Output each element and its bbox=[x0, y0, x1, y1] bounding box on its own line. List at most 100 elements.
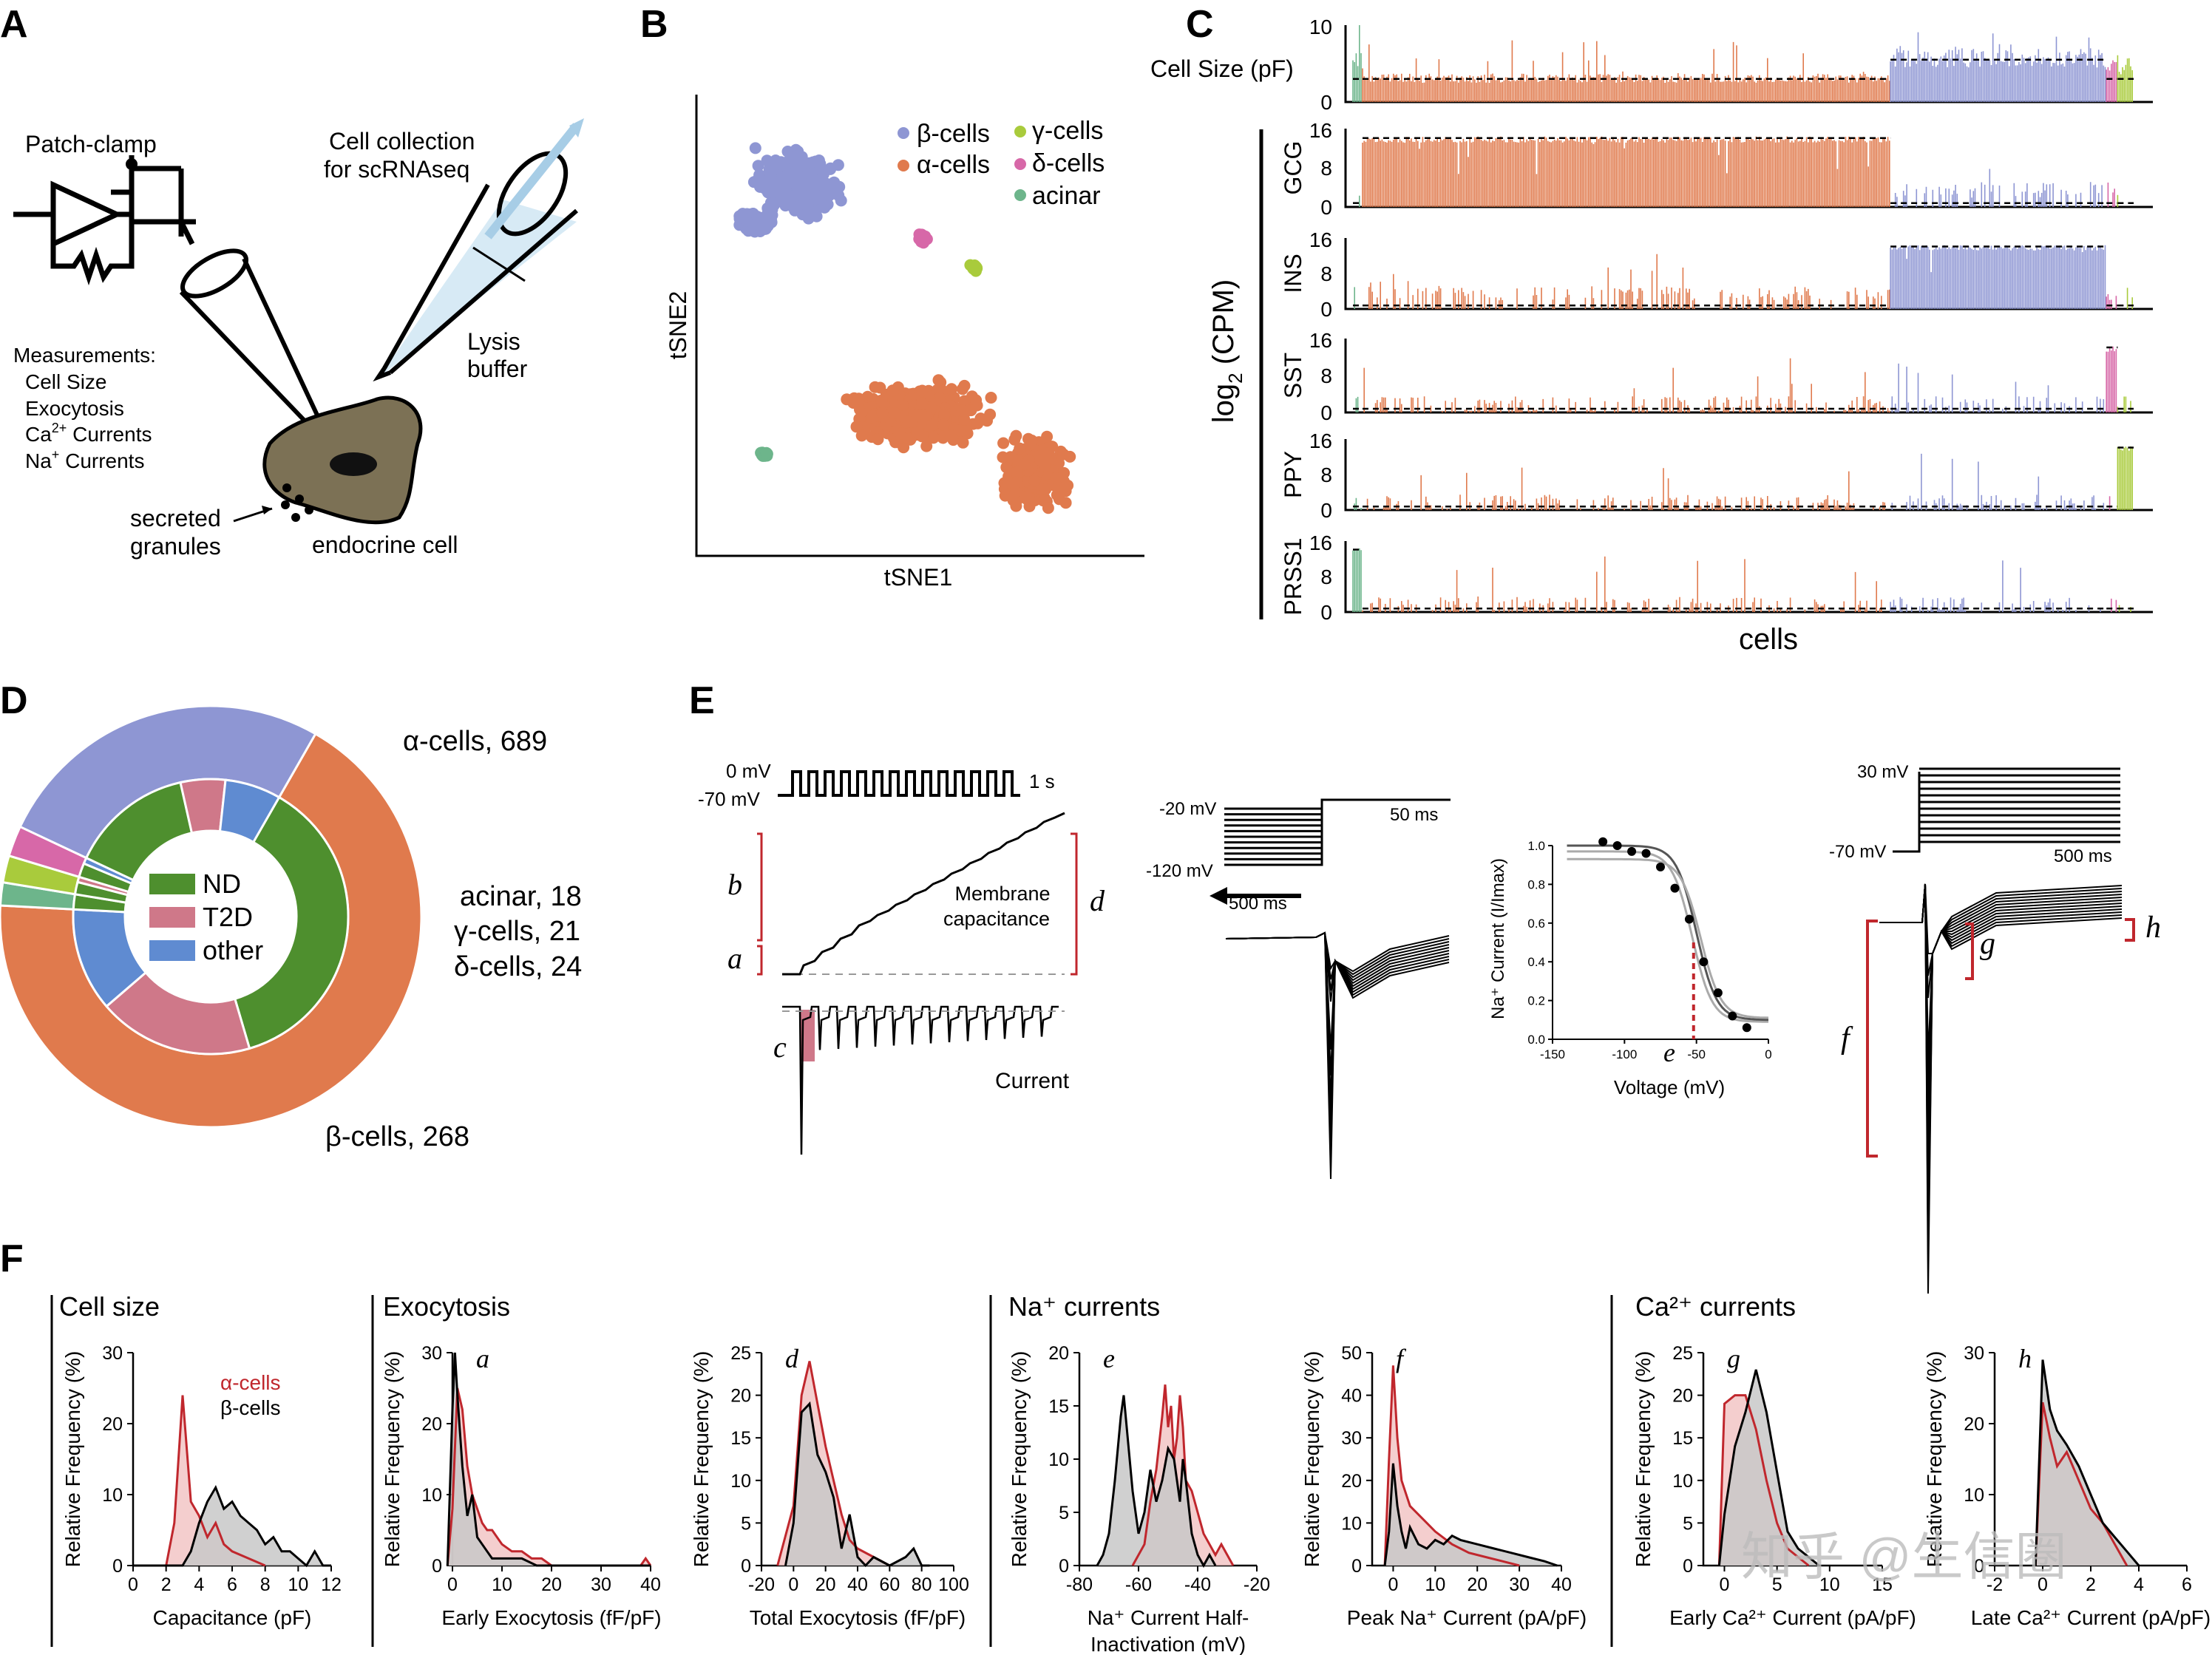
na-inactivation-plot: -150 -100 -50 0 1.0 0.8 0.6 0.4 0.2 0.0 bbox=[1527, 837, 1772, 1061]
tsne-point-alpha bbox=[1044, 452, 1056, 464]
hist-x-label: Capacitance (pF) bbox=[153, 1606, 312, 1629]
e1-letter-c: c bbox=[773, 1030, 787, 1064]
lysis-label-2: buffer bbox=[467, 356, 528, 382]
track-tick-bottom: 0 bbox=[1320, 91, 1332, 114]
gene-label: GCG bbox=[1280, 141, 1306, 195]
e3-y-tick-label: 0.2 bbox=[1527, 994, 1545, 1008]
hist-x-label-1: Na⁺ Current Half- bbox=[1088, 1606, 1249, 1629]
tsne-scatter bbox=[733, 142, 1076, 514]
e4-trace bbox=[1879, 883, 2123, 1265]
expression-bars-beta bbox=[1891, 453, 2105, 510]
track-tick-bottom: 0 bbox=[1320, 298, 1332, 321]
e1-v70-label: -70 mV bbox=[698, 788, 760, 810]
e1-membrane-label-2: capacitance bbox=[943, 908, 1050, 930]
tsne-point-alpha bbox=[1020, 491, 1032, 503]
tsne-point-alpha bbox=[916, 398, 928, 410]
e3-data-point bbox=[1598, 837, 1608, 846]
hist-line-alpha bbox=[776, 1361, 891, 1567]
e1-pulse-protocol bbox=[778, 770, 1020, 797]
hist-x-tick-label: -2 bbox=[1987, 1574, 2003, 1595]
e1-capacitance-trace bbox=[782, 812, 1065, 976]
hist-x-tick-label: 30 bbox=[591, 1574, 611, 1595]
legend-beta-text: β-cells bbox=[917, 120, 990, 148]
expression-bars-delta bbox=[2108, 496, 2111, 510]
hist-x-label: Total Exocytosis (fF/pF) bbox=[750, 1606, 966, 1629]
electrode-node-icon bbox=[126, 158, 138, 170]
granules-label-2: granules bbox=[130, 533, 221, 560]
e3-data-point bbox=[1684, 914, 1694, 924]
hist-y-tick-label: 0 bbox=[741, 1556, 751, 1577]
hist-line-alpha bbox=[2034, 1401, 2128, 1566]
expression-bars-alpha bbox=[1368, 254, 1890, 309]
e4-step-protocol bbox=[1893, 767, 2120, 853]
e3-data-point bbox=[1656, 862, 1665, 871]
hist-y-tick-label: 25 bbox=[730, 1343, 751, 1364]
e1-1s-label: 1 s bbox=[1029, 770, 1055, 792]
tsne-point-alpha bbox=[956, 383, 968, 395]
expression-bars-acinar bbox=[1352, 25, 1362, 102]
tsne-point-beta bbox=[753, 214, 765, 226]
e4-letter-f: f bbox=[1841, 1022, 1853, 1056]
expression-bars-alpha bbox=[1362, 40, 1890, 102]
patch-pipette-icon bbox=[179, 248, 328, 438]
amplifier-circuit-icon bbox=[13, 155, 196, 286]
tsne-point-alpha bbox=[1064, 450, 1076, 463]
e3-data-point bbox=[1713, 988, 1723, 998]
hist-area-beta bbox=[2035, 1359, 2139, 1566]
e4-trace bbox=[1879, 883, 2123, 1176]
e3-data-point bbox=[1742, 1023, 1751, 1033]
e3-letter-e: e bbox=[1663, 1038, 1675, 1067]
histogram-5: 0 5 10 15 0 5 10 15 20 25 Relative Frequency (%) Ea… bbox=[1632, 1343, 1916, 1629]
e4-letter-h: h bbox=[2145, 911, 2161, 945]
e1-letter-b: b bbox=[727, 868, 742, 901]
hist-x-tick-label: 10 bbox=[288, 1574, 308, 1595]
e4-trace bbox=[1879, 883, 2123, 1235]
expression-bars-delta bbox=[2106, 60, 2117, 102]
donut-inner-beta bbox=[218, 778, 281, 844]
hist-x-tick-label: -60 bbox=[1125, 1574, 1152, 1595]
hist-x-tick-label: 0 bbox=[1720, 1574, 1730, 1595]
e3-x-tick-label: -50 bbox=[1687, 1047, 1706, 1061]
tsne-point-beta bbox=[824, 180, 836, 191]
hist-y-label: Relative Frequency (%) bbox=[1923, 1351, 1946, 1568]
e1-v0-label: 0 mV bbox=[726, 760, 771, 782]
histogram-1: 0 10 20 30 40 0 10 20 30 Relative Frequency (%) Ea… bbox=[381, 1343, 662, 1629]
e3-x-tick-label: -100 bbox=[1612, 1047, 1637, 1061]
hist-x-label: Early Ca²⁺ Current (pA/pF) bbox=[1669, 1606, 1916, 1629]
e3-y-label: Na⁺ Current (I/Imax) bbox=[1488, 858, 1508, 1019]
tsne-point-alpha bbox=[958, 413, 971, 426]
tsne-point-alpha bbox=[1042, 502, 1054, 514]
hist-x-tick-label: 100 bbox=[938, 1574, 969, 1595]
tsne-point-alpha bbox=[946, 383, 958, 395]
e4-bracket-g bbox=[1965, 922, 1974, 980]
hist-letter: h bbox=[2018, 1344, 2032, 1373]
hist-letter: d bbox=[785, 1344, 799, 1373]
track-tick-top: 16 bbox=[1309, 531, 1332, 554]
hist-y-label: Relative Frequency (%) bbox=[1632, 1351, 1655, 1568]
hist-y-tick-label: 20 bbox=[1964, 1414, 1984, 1435]
e3-y-tick-label: 0.0 bbox=[1527, 1033, 1545, 1047]
f-group-exocytosis: Exocytosis bbox=[383, 1291, 510, 1322]
endocrine-cell-label: endocrine cell bbox=[312, 531, 458, 558]
track-axis bbox=[1344, 339, 2153, 414]
tsne-point-beta bbox=[816, 189, 829, 202]
e3-data-point bbox=[1612, 841, 1622, 850]
hist-y-tick-label: 30 bbox=[1964, 1343, 1984, 1364]
tsne-point-alpha bbox=[953, 424, 966, 437]
hist-y-tick-label: 5 bbox=[1059, 1503, 1069, 1523]
hist-x-label: Early Exocytosis (fF/pF) bbox=[441, 1606, 661, 1629]
hist-x-tick-label: 6 bbox=[227, 1574, 237, 1595]
hist-y-tick-label: 50 bbox=[1341, 1343, 1362, 1364]
legend-alpha-marker bbox=[898, 160, 909, 171]
expression-bars-beta bbox=[1890, 245, 2106, 309]
e2-v20-label: -20 mV bbox=[1159, 799, 1216, 819]
circuit-wire-2 bbox=[132, 219, 195, 245]
cell-collection-label-2: for scRNAseq bbox=[324, 156, 469, 183]
hist-y-tick-label: 10 bbox=[1672, 1471, 1693, 1492]
tsne-point-alpha bbox=[957, 436, 969, 449]
tsne-point-delta bbox=[917, 232, 929, 245]
watermark-text: 知乎 @生信圈 bbox=[1741, 1528, 2067, 1586]
e4-trace bbox=[1879, 883, 2123, 1206]
